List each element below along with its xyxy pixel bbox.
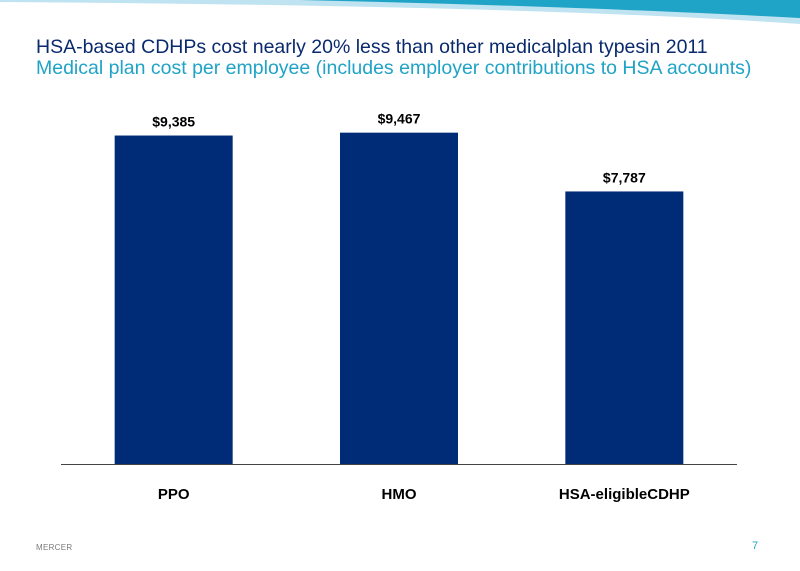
title-block: HSA-based CDHPs cost nearly 20% less tha… xyxy=(36,37,786,79)
footer-brand: MERCER xyxy=(36,543,73,552)
page-number: 7 xyxy=(752,540,759,552)
bar-hmo xyxy=(340,132,458,464)
category-label-hsa-eligiblecdhp: HSA-eligibleCDHP xyxy=(559,486,690,503)
bar-ppo xyxy=(114,135,233,464)
page-title: HSA-based CDHPs cost nearly 20% less tha… xyxy=(36,36,708,58)
data-label-hsa-eligiblecdhp: $7,787 xyxy=(603,169,646,185)
category-label-ppo: PPO xyxy=(158,486,190,503)
header-decoration-band xyxy=(0,0,800,24)
chart-subtitle: Medical plan cost per employee (includes… xyxy=(36,57,752,79)
data-label-ppo: $9,385 xyxy=(152,114,195,130)
category-label-hmo: HMO xyxy=(382,486,417,503)
bar-hsa-eligiblecdhp xyxy=(565,191,684,464)
data-label-hmo: $9,467 xyxy=(378,111,421,127)
